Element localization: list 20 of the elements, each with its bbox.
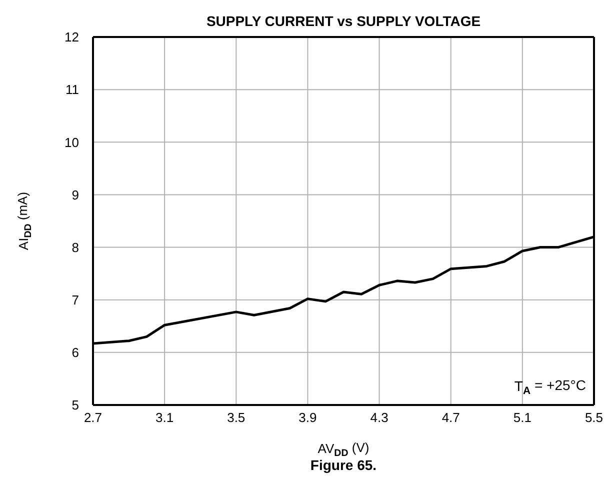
x-tick-label: 2.7 [84,410,102,426]
x-tick-label: 4.3 [370,410,388,426]
y-tick-label: 5 [72,398,79,413]
y-tick-label: 7 [72,292,79,308]
y-tick-label: 9 [72,187,79,202]
x-tick-label: 5.5 [584,410,604,426]
x-tick-label: 3.1 [156,410,174,426]
y-tick-label: 11 [66,82,79,98]
y-tick-label: 6 [72,345,79,360]
x-tick-label: 4.7 [442,410,460,426]
chart-title: SUPPLY CURRENT vs SUPPLY VOLTAGE [206,13,481,29]
x-tick-label: 5.1 [513,410,532,426]
y-tick-label: 8 [72,240,79,255]
x-tick-label: 3.9 [298,410,317,426]
caption: Figure 65. [310,457,377,473]
annotation: T$_{A}$ = +25°C [514,376,586,398]
x-tick-label: 3.5 [227,410,246,426]
y-tick-label: 10 [64,134,79,150]
x-axis-title: AV$_{DD}$ (V) [318,440,370,459]
y-tick-label: 12 [64,30,79,45]
